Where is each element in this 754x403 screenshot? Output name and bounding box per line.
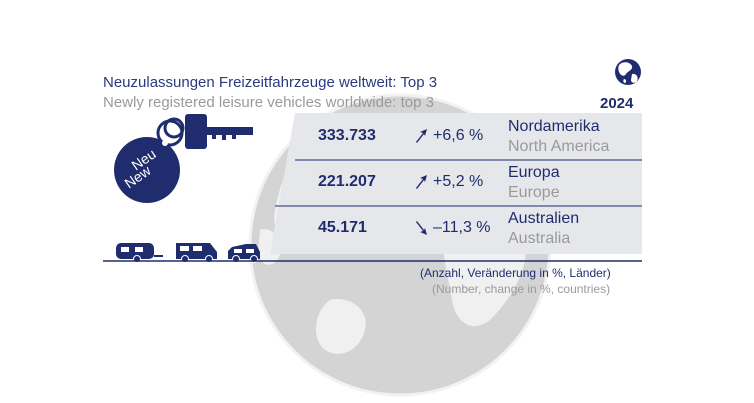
chart-subtitle: Newly registered leisure vehicles worldw… (103, 94, 434, 111)
row-value: 221.207 (318, 173, 376, 190)
table-row: 45.171 –11,3 % Australien Australia (295, 206, 642, 252)
table-panel-background (270, 113, 642, 254)
row-change: –11,3 % (433, 219, 491, 236)
globe-icon (615, 59, 641, 85)
region-name-de: Nordamerika (508, 118, 600, 135)
caravan-icon (116, 243, 163, 263)
row-value: 45.171 (318, 219, 367, 236)
camper-van-icon (228, 244, 260, 263)
region-name-en: Europe (508, 184, 560, 201)
region-name-en: North America (508, 138, 610, 155)
region-name-de: Australien (508, 210, 580, 227)
trend-up-arrow-icon (416, 175, 427, 189)
region-name-en: Australia (508, 230, 571, 247)
trend-down-arrow-icon (416, 221, 427, 235)
new-tag: Neu New (114, 137, 180, 203)
table-row: 333.733 +6,6 % Nordamerika North America (295, 114, 642, 160)
key-icon (156, 114, 253, 149)
motorhome-icon (176, 243, 217, 263)
table-row: 221.207 +5,2 % Europa Europe (295, 160, 642, 206)
year-label: 2024 (600, 95, 634, 112)
row-value: 333.733 (318, 127, 376, 144)
chart-title: Neuzulassungen Freizeitfahrzeuge weltwei… (103, 74, 438, 91)
trend-up-arrow-icon (416, 129, 427, 143)
footnote-en: (Number, change in %, countries) (432, 282, 611, 296)
footnote-de: (Anzahl, Veränderung in %, Länder) (420, 266, 611, 280)
row-change: +6,6 % (433, 127, 484, 144)
region-name-de: Europa (508, 164, 560, 181)
row-change: +5,2 % (433, 173, 484, 190)
